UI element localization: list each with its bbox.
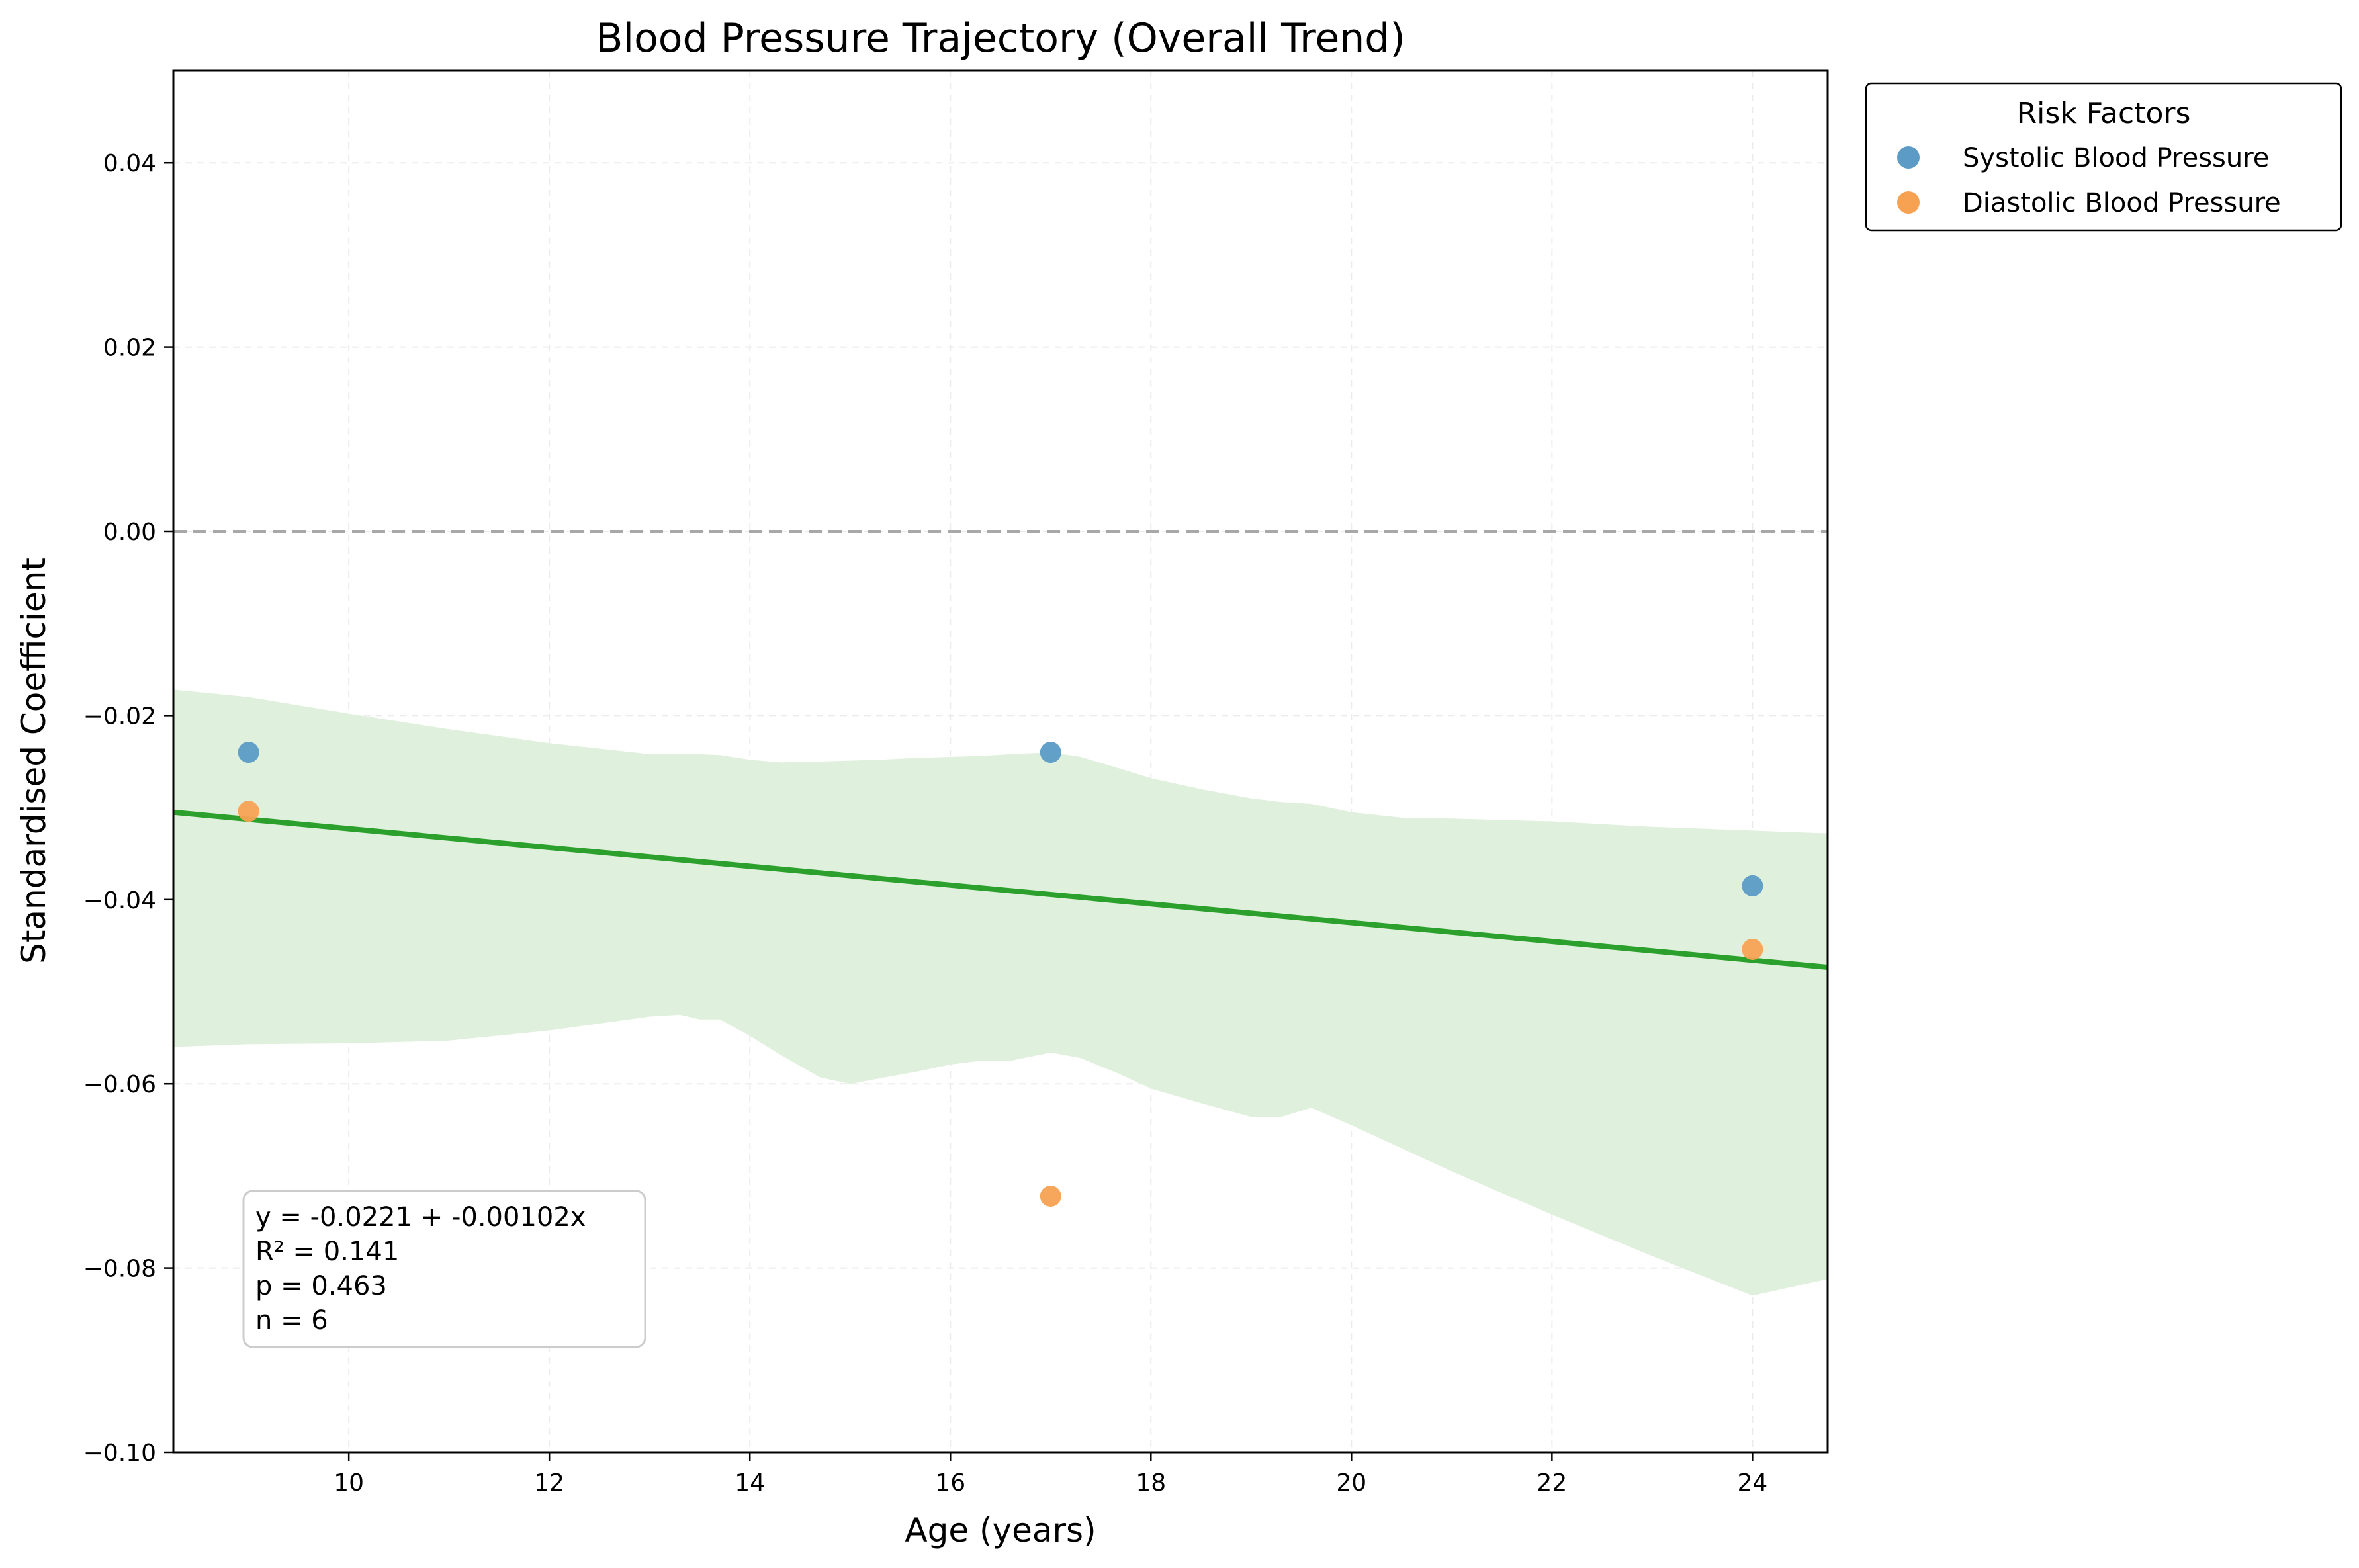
stats-line: n = 6	[255, 1305, 328, 1336]
x-tick-label: 14	[734, 1469, 765, 1497]
x-tick-label: 10	[334, 1469, 364, 1497]
legend-title: Risk Factors	[2017, 97, 2191, 130]
y-tick-label: 0.00	[103, 519, 156, 546]
chart-title: Blood Pressure Trajectory (Overall Trend…	[596, 15, 1405, 62]
legend-label-diastolic-blood-pressure: Diastolic Blood Pressure	[1963, 188, 2281, 218]
x-tick-label: 18	[1135, 1469, 1166, 1497]
point-diastolic-blood-pressure	[1040, 1186, 1061, 1207]
y-tick-label: −0.10	[83, 1440, 156, 1467]
legend: Risk Factors Systolic Blood Pressure Diast…	[1865, 82, 2342, 232]
stats-line: R² = 0.141	[255, 1237, 399, 1267]
point-systolic-blood-pressure	[1040, 742, 1061, 763]
plot-frame	[172, 69, 1829, 1454]
y-tick-label: −0.06	[83, 1071, 156, 1098]
regression-stats-box: y = -0.0221 + -0.00102x R² = 0.141 p = 0.4…	[242, 1190, 646, 1348]
y-tick-label: −0.02	[83, 703, 156, 730]
stats-line: y = -0.0221 + -0.00102x	[255, 1202, 586, 1233]
legend-label-systolic-blood-pressure: Systolic Blood Pressure	[1963, 143, 2269, 173]
point-systolic-blood-pressure	[238, 742, 259, 763]
point-diastolic-blood-pressure	[1742, 938, 1763, 960]
y-tick-label: −0.04	[83, 887, 156, 914]
y-tick-label: 0.04	[103, 150, 156, 177]
x-axis-title: Age (years)	[905, 1511, 1096, 1549]
stats-box-frame	[242, 1190, 646, 1348]
y-tick-label: −0.08	[83, 1256, 156, 1283]
confidence-band	[173, 689, 1828, 1296]
x-tick-label: 20	[1336, 1469, 1366, 1497]
trend-line	[173, 809, 1828, 971]
stats-line: p = 0.463	[255, 1271, 387, 1301]
point-systolic-blood-pressure	[1742, 875, 1763, 896]
legend-frame	[1865, 82, 2342, 232]
point-diastolic-blood-pressure	[238, 801, 259, 822]
y-axis-title: Standardised Coefficient	[15, 558, 53, 964]
legend-marker-systolic-blood-pressure	[1897, 146, 1920, 169]
x-tick-label: 16	[935, 1469, 965, 1497]
x-tick-label: 12	[534, 1469, 564, 1497]
legend-marker-diastolic-blood-pressure	[1897, 191, 1920, 214]
x-tick-label: 24	[1737, 1469, 1767, 1497]
y-tick-label: 0.02	[103, 335, 156, 362]
plot-area: 10 12 14 16 18 20 22 24 −0.10 −0.08 −0.06 −0.04 −0.0…	[83, 69, 1829, 1497]
x-tick-label: 22	[1536, 1469, 1567, 1497]
